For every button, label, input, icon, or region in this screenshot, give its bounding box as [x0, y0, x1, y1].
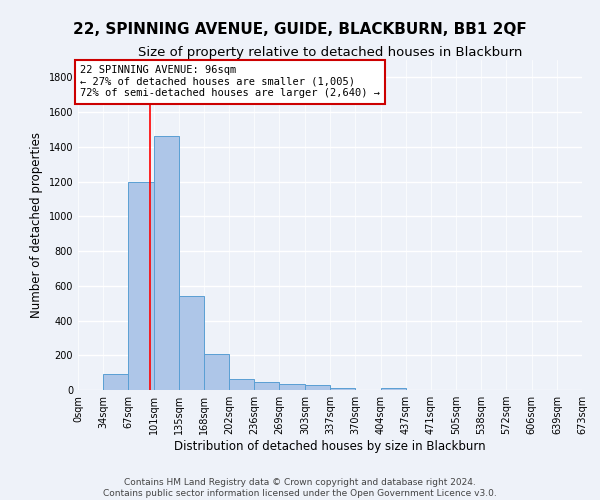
Bar	[380, 388, 406, 390]
Bar	[103, 374, 128, 390]
Bar	[305, 385, 330, 390]
Bar	[229, 378, 254, 390]
Text: 22, SPINNING AVENUE, GUIDE, BLACKBURN, BB1 2QF: 22, SPINNING AVENUE, GUIDE, BLACKBURN, B…	[73, 22, 527, 38]
Bar	[330, 388, 355, 390]
Title: Size of property relative to detached houses in Blackburn: Size of property relative to detached ho…	[138, 46, 522, 59]
X-axis label: Distribution of detached houses by size in Blackburn: Distribution of detached houses by size …	[174, 440, 486, 453]
Y-axis label: Number of detached properties: Number of detached properties	[30, 132, 43, 318]
Bar	[204, 354, 229, 390]
Bar	[154, 136, 179, 390]
Bar	[254, 382, 280, 390]
Text: 22 SPINNING AVENUE: 96sqm
← 27% of detached houses are smaller (1,005)
72% of se: 22 SPINNING AVENUE: 96sqm ← 27% of detac…	[80, 65, 380, 98]
Bar	[128, 182, 154, 390]
Bar	[280, 384, 305, 390]
Bar	[179, 296, 204, 390]
Text: Contains HM Land Registry data © Crown copyright and database right 2024.
Contai: Contains HM Land Registry data © Crown c…	[103, 478, 497, 498]
